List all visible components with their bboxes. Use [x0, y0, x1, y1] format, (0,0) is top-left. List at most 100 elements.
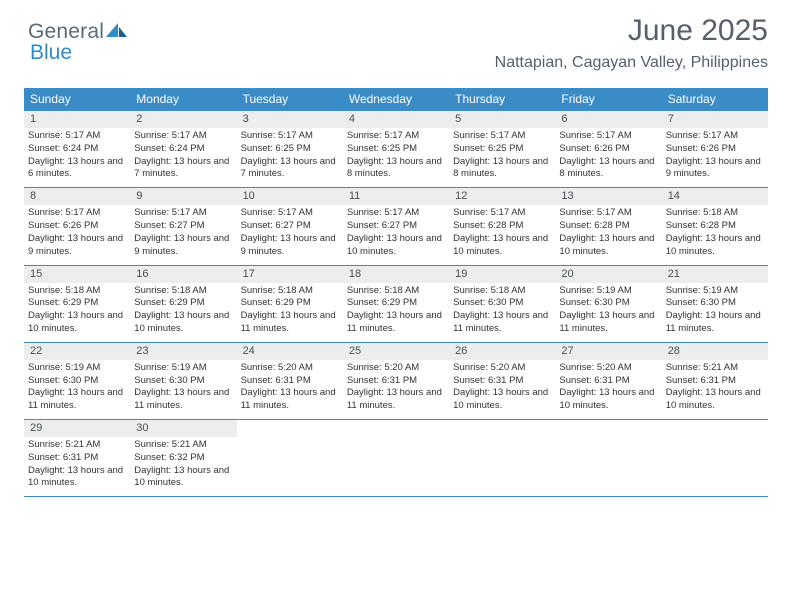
sunrise-line: Sunrise: 5:17 AM: [559, 130, 657, 143]
day-info: Sunrise: 5:18 AMSunset: 6:29 PMDaylight:…: [241, 285, 339, 336]
day-info: Sunrise: 5:17 AMSunset: 6:24 PMDaylight:…: [134, 130, 232, 181]
daylight-line: Daylight: 13 hours and 10 minutes.: [134, 310, 232, 336]
day-number-bar: 30: [130, 420, 236, 437]
sunrise-line: Sunrise: 5:21 AM: [134, 439, 232, 452]
day-number: 30: [136, 422, 230, 434]
daylight-line: Daylight: 13 hours and 10 minutes.: [453, 233, 551, 259]
sunrise-line: Sunrise: 5:19 AM: [134, 362, 232, 375]
daylight-line: Daylight: 13 hours and 6 minutes.: [28, 156, 126, 182]
day-number: 28: [668, 345, 762, 357]
day-info: Sunrise: 5:21 AMSunset: 6:31 PMDaylight:…: [28, 439, 126, 490]
day-cell: 12Sunrise: 5:17 AMSunset: 6:28 PMDayligh…: [449, 188, 555, 264]
sunrise-line: Sunrise: 5:17 AM: [347, 130, 445, 143]
daylight-line: Daylight: 13 hours and 11 minutes.: [666, 310, 764, 336]
sunset-line: Sunset: 6:27 PM: [347, 220, 445, 233]
day-cell: 8Sunrise: 5:17 AMSunset: 6:26 PMDaylight…: [24, 188, 130, 264]
day-cell: 17 Sunrise: 5:18 AMSunset: 6:29 PMDayligh…: [237, 266, 343, 342]
day-number-bar: 15: [24, 266, 130, 283]
sunrise-line: Sunrise: 5:20 AM: [347, 362, 445, 375]
day-info: Sunrise: 5:18 AMSunset: 6:30 PMDaylight:…: [453, 285, 551, 336]
sunset-line: Sunset: 6:27 PM: [134, 220, 232, 233]
sunset-line: Sunset: 6:29 PM: [28, 297, 126, 310]
sunrise-line: Sunrise: 5:17 AM: [666, 130, 764, 143]
day-number-bar: 24: [237, 343, 343, 360]
day-number: 21: [668, 268, 762, 280]
sunrise-line: Sunrise: 5:17 AM: [134, 207, 232, 220]
day-info: Sunrise: 5:17 AMSunset: 6:26 PMDaylight:…: [559, 130, 657, 181]
sunrise-line: Sunrise: 5:17 AM: [28, 130, 126, 143]
day-number-bar: 9: [130, 188, 236, 205]
day-info: Sunrise: 5:17 AMSunset: 6:24 PMDaylight:…: [28, 130, 126, 181]
day-cell: [662, 420, 768, 496]
daylight-line: Daylight: 13 hours and 10 minutes.: [28, 465, 126, 491]
sunrise-line: Sunrise: 5:17 AM: [453, 207, 551, 220]
daylight-line: Daylight: 13 hours and 10 minutes.: [559, 387, 657, 413]
day-info: Sunrise: 5:18 AMSunset: 6:29 PMDaylight:…: [28, 285, 126, 336]
day-number: 10: [243, 190, 337, 202]
page-title: June 2025: [628, 14, 768, 48]
day-number: 19: [455, 268, 549, 280]
daylight-line: Daylight: 13 hours and 10 minutes.: [453, 387, 551, 413]
header: General Blue June 2025 Nattapian, Cagaya…: [0, 0, 792, 84]
daylight-line: Daylight: 13 hours and 10 minutes.: [559, 233, 657, 259]
day-cell: 26Sunrise: 5:20 AMSunset: 6:31 PMDayligh…: [449, 343, 555, 419]
sunset-line: Sunset: 6:28 PM: [453, 220, 551, 233]
day-header: Tuesday: [237, 88, 343, 111]
day-number: 11: [349, 190, 443, 202]
day-number-bar: 21: [662, 266, 768, 283]
daylight-line: Daylight: 13 hours and 11 minutes.: [134, 387, 232, 413]
day-cell: 20Sunrise: 5:19 AMSunset: 6:30 PMDayligh…: [555, 266, 661, 342]
sunrise-line: Sunrise: 5:18 AM: [453, 285, 551, 298]
day-cell: 21Sunrise: 5:19 AMSunset: 6:30 PMDayligh…: [662, 266, 768, 342]
day-cell: 15 Sunrise: 5:18 AMSunset: 6:29 PMDayligh…: [24, 266, 130, 342]
sunset-line: Sunset: 6:31 PM: [28, 452, 126, 465]
sunset-line: Sunset: 6:32 PM: [134, 452, 232, 465]
sunrise-line: Sunrise: 5:21 AM: [666, 362, 764, 375]
day-number-bar: 4: [343, 111, 449, 128]
sunrise-line: Sunrise: 5:17 AM: [241, 130, 339, 143]
daylight-line: Daylight: 13 hours and 9 minutes.: [28, 233, 126, 259]
day-number-bar: 28: [662, 343, 768, 360]
day-number: 18: [349, 268, 443, 280]
day-info: Sunrise: 5:17 AMSunset: 6:27 PMDaylight:…: [241, 207, 339, 258]
sunrise-line: Sunrise: 5:17 AM: [347, 207, 445, 220]
location-label: Nattapian, Cagayan Valley, Philippines: [495, 54, 768, 72]
day-cell: [449, 420, 555, 496]
daylight-line: Daylight: 13 hours and 7 minutes.: [134, 156, 232, 182]
day-info: Sunrise: 5:20 AMSunset: 6:31 PMDaylight:…: [347, 362, 445, 413]
day-cell: 10 Sunrise: 5:17 AMSunset: 6:27 PMDayligh…: [237, 188, 343, 264]
day-cell: 2Sunrise: 5:17 AMSunset: 6:24 PMDaylight…: [130, 111, 236, 187]
sunset-line: Sunset: 6:27 PM: [241, 220, 339, 233]
day-number: 17: [243, 268, 337, 280]
day-cell: [555, 420, 661, 496]
day-cell: 13Sunrise: 5:17 AMSunset: 6:28 PMDayligh…: [555, 188, 661, 264]
day-info: Sunrise: 5:17 AMSunset: 6:28 PMDaylight:…: [559, 207, 657, 258]
day-number: 9: [136, 190, 230, 202]
sunrise-line: Sunrise: 5:20 AM: [559, 362, 657, 375]
daylight-line: Daylight: 13 hours and 11 minutes.: [241, 387, 339, 413]
day-number-bar: 16: [130, 266, 236, 283]
day-number-bar: 27: [555, 343, 661, 360]
day-number-bar: 23: [130, 343, 236, 360]
day-info: Sunrise: 5:18 AMSunset: 6:29 PMDaylight:…: [134, 285, 232, 336]
sunset-line: Sunset: 6:26 PM: [666, 143, 764, 156]
day-cell: 18Sunrise: 5:18 AMSunset: 6:29 PMDayligh…: [343, 266, 449, 342]
day-number-bar: [555, 420, 661, 443]
sunset-line: Sunset: 6:24 PM: [28, 143, 126, 156]
day-number-bar: 18: [343, 266, 449, 283]
daylight-line: Daylight: 13 hours and 10 minutes.: [134, 465, 232, 491]
day-header: Sunday: [24, 88, 130, 111]
day-number-bar: 19: [449, 266, 555, 283]
day-info: Sunrise: 5:17 AMSunset: 6:27 PMDaylight:…: [347, 207, 445, 258]
sunrise-line: Sunrise: 5:19 AM: [28, 362, 126, 375]
day-info: Sunrise: 5:18 AMSunset: 6:28 PMDaylight:…: [666, 207, 764, 258]
sunset-line: Sunset: 6:25 PM: [347, 143, 445, 156]
sunrise-line: Sunrise: 5:18 AM: [241, 285, 339, 298]
day-cell: 29Sunrise: 5:21 AMSunset: 6:31 PMDayligh…: [24, 420, 130, 496]
day-cell: 5Sunrise: 5:17 AMSunset: 6:25 PMDaylight…: [449, 111, 555, 187]
daylight-line: Daylight: 13 hours and 9 minutes.: [666, 156, 764, 182]
sunrise-line: Sunrise: 5:18 AM: [347, 285, 445, 298]
sunset-line: Sunset: 6:30 PM: [134, 375, 232, 388]
daylight-line: Daylight: 13 hours and 11 minutes.: [347, 387, 445, 413]
day-number-bar: 11: [343, 188, 449, 205]
